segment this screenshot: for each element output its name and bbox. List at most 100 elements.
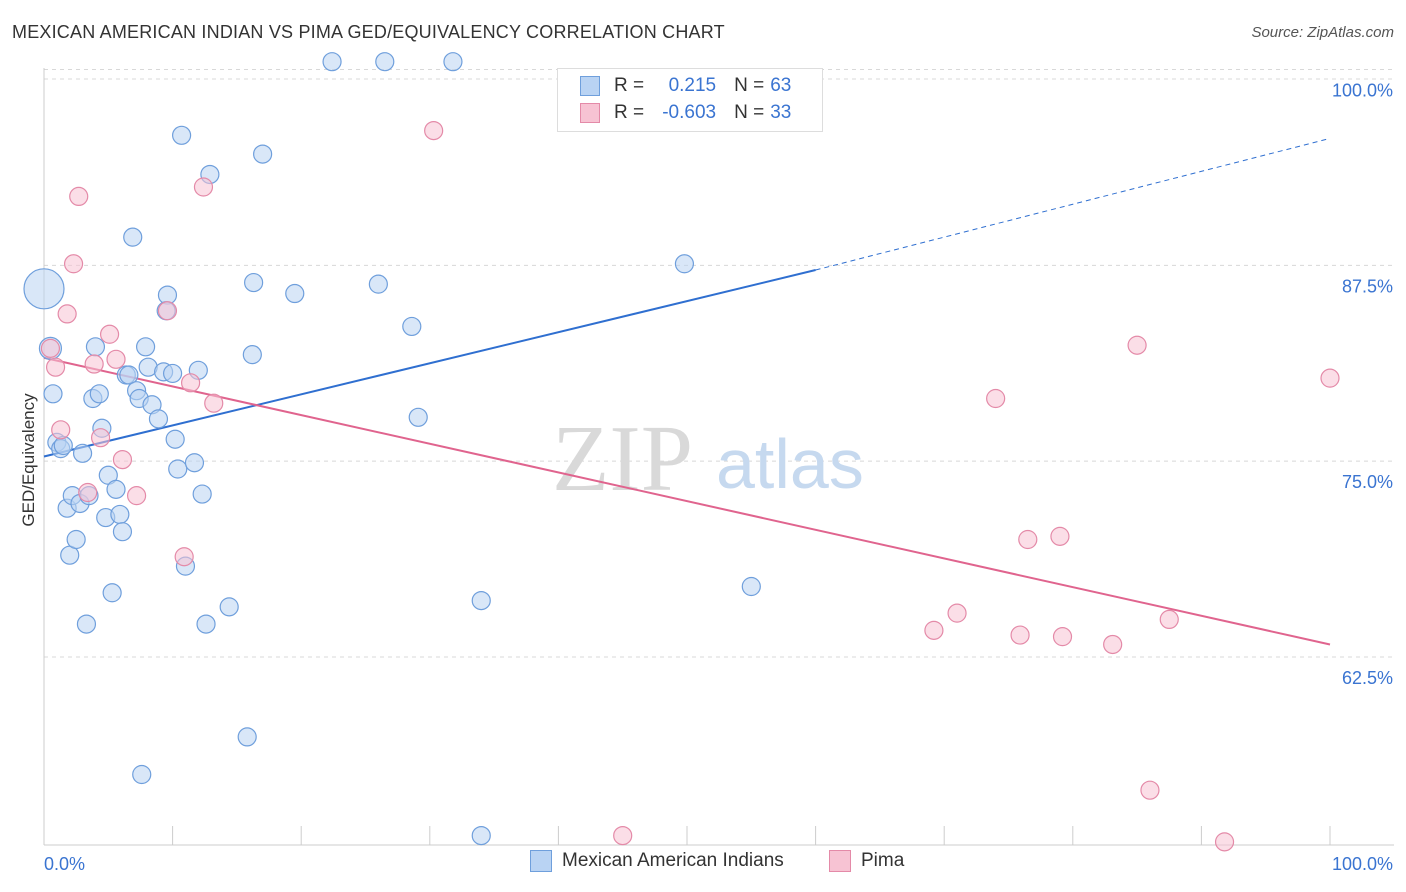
watermark-zip: ZIP: [552, 407, 693, 511]
point-mexican-american-indians: [408, 407, 428, 427]
point-mexican-american-indians: [196, 614, 216, 634]
point-pima: [947, 603, 967, 623]
point-pima: [204, 393, 224, 413]
y-tick-label: 62.5%: [1342, 668, 1393, 688]
legend-n-label: N =: [734, 75, 765, 96]
point-mexican-american-indians: [375, 52, 395, 72]
axes: [43, 68, 1394, 846]
data-points: [23, 52, 1340, 852]
trend-line-pima: [43, 356, 1331, 646]
series-swatch-pink: [829, 850, 851, 872]
point-pima: [69, 186, 89, 206]
point-pima: [193, 177, 214, 197]
point-mexican-american-indians: [85, 337, 106, 357]
x-tick-labels: 0.0% 100.0%: [44, 854, 1393, 874]
point-mexican-american-indians: [53, 435, 73, 456]
series-legend-mexican-american-indians: Mexican American Indians: [530, 850, 784, 872]
point-pima: [174, 547, 194, 567]
point-mexican-american-indians: [402, 316, 422, 337]
legend-r-label: R =: [614, 102, 645, 123]
point-pima: [126, 486, 147, 506]
point-mexican-american-indians: [106, 479, 126, 499]
legend-swatch-blue: [580, 76, 600, 96]
point-pima: [51, 420, 71, 440]
point-pima: [1052, 627, 1073, 647]
point-pima: [63, 254, 84, 274]
point-pima: [1214, 832, 1235, 852]
correlation-legend: R = 0.215 N = 63 R = -0.603 N = 33: [557, 68, 823, 132]
x-tick-label: 100.0%: [1332, 854, 1393, 874]
point-mexican-american-indians: [163, 363, 183, 384]
point-pima: [45, 357, 66, 377]
series-legend-pima: Pima: [829, 850, 904, 872]
point-mexican-american-indians: [242, 345, 262, 365]
point-mexican-american-indians: [322, 52, 342, 72]
point-mexican-american-indians: [148, 409, 169, 429]
point-pima: [1010, 625, 1030, 645]
point-mexican-american-indians: [132, 764, 152, 785]
point-pima: [157, 301, 178, 321]
x-tick-label: 0.0%: [44, 854, 85, 874]
point-mexican-american-indians: [237, 727, 257, 747]
watermark-atlas: atlas: [716, 425, 864, 503]
point-pima: [40, 338, 61, 358]
point-mexican-american-indians: [168, 459, 188, 479]
trend-line-mexican-american-indians: [43, 269, 816, 458]
point-pima: [1159, 609, 1179, 630]
legend-n-value: 33: [770, 102, 792, 123]
point-mexican-american-indians: [674, 254, 695, 274]
point-pima: [1140, 780, 1160, 800]
point-pima: [112, 450, 133, 470]
point-pima: [986, 388, 1006, 409]
point-pima: [1018, 529, 1038, 550]
point-pima: [1127, 335, 1147, 355]
y-tick-label: 87.5%: [1342, 276, 1393, 296]
series-swatch-blue: [530, 850, 552, 872]
chart-title: MEXICAN AMERICAN INDIAN VS PIMA GED/EQUI…: [12, 22, 725, 42]
legend-n-label: N =: [734, 102, 765, 123]
point-mexican-american-indians: [443, 52, 463, 72]
point-mexican-american-indians: [102, 583, 122, 603]
point-mexican-american-indians: [244, 272, 264, 293]
legend-n-value: 63: [770, 75, 792, 96]
legend-row-mexican-american-indians: R = 0.215 N = 63: [580, 73, 791, 99]
point-pima: [613, 825, 633, 846]
point-mexican-american-indians: [135, 337, 156, 357]
legend-r-value: -0.603: [662, 102, 717, 123]
point-mexican-american-indians: [285, 283, 305, 304]
point-mexican-american-indians: [72, 443, 93, 463]
y-tick-labels: 100.0% 87.5% 75.0% 62.5%: [1332, 81, 1393, 689]
series-name: Pima: [861, 850, 905, 871]
point-pima: [1103, 634, 1123, 655]
point-mexican-american-indians: [112, 522, 133, 542]
point-pima: [57, 304, 77, 324]
point-mexican-american-indians: [76, 614, 97, 634]
point-pima: [181, 373, 201, 393]
point-pima: [78, 482, 98, 503]
point-pima: [424, 121, 444, 141]
point-mexican-american-indians: [89, 384, 109, 404]
trend-line-extension-mexican-american-indians: [815, 137, 1331, 271]
point-mexican-american-indians: [741, 576, 761, 597]
point-mexican-american-indians: [253, 144, 273, 164]
point-pima: [84, 354, 104, 374]
point-mexican-american-indians: [119, 365, 139, 385]
series-name: Mexican American Indians: [562, 850, 784, 871]
y-axis-label: GED/Equivalency: [19, 393, 38, 527]
point-mexican-american-indians: [172, 125, 192, 145]
point-pima: [106, 349, 126, 369]
point-mexican-american-indians: [471, 825, 491, 846]
point-pima: [924, 620, 944, 640]
point-mexican-american-indians: [123, 227, 143, 247]
legend-swatch-pink: [580, 103, 600, 123]
point-mexican-american-indians: [165, 429, 185, 449]
point-pima: [90, 428, 111, 448]
legend-row-pima: R = -0.603 N = 33: [580, 100, 791, 126]
point-mexican-american-indians: [219, 597, 239, 617]
grid-lines: [44, 69, 1394, 658]
legend-r-value: 0.215: [668, 75, 717, 96]
point-mexican-american-indians: [23, 268, 65, 310]
point-mexican-american-indians: [66, 529, 86, 550]
point-pima: [99, 324, 120, 344]
